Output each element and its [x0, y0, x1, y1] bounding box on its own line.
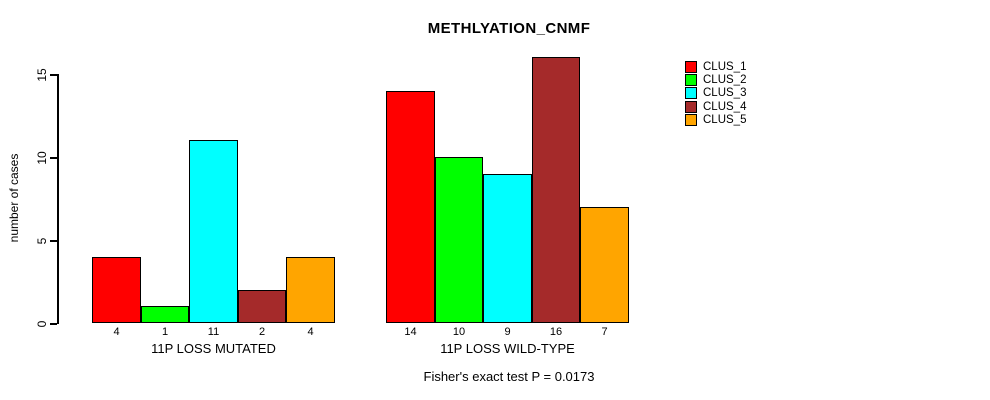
y-tick-mark	[50, 240, 57, 242]
bar-clus_3-group2	[483, 174, 532, 323]
y-axis-line	[57, 74, 59, 324]
y-tick-label: 15	[35, 68, 49, 82]
bar-value-label: 11	[207, 326, 220, 338]
y-axis-label: number of cases	[7, 153, 21, 243]
bar-clus_4-group2	[532, 57, 580, 323]
legend-item-clus_2: CLUS_2	[685, 73, 747, 87]
bar-clus_5-group1	[286, 257, 335, 323]
legend-swatch-clus_5	[685, 114, 697, 127]
x-group-label: 11P LOSS MUTATED	[151, 341, 276, 356]
legend-label: CLUS_1	[703, 60, 747, 73]
chart-title: METHLYATION_CNMF	[427, 20, 591, 37]
bar-clus_1-group2	[386, 91, 435, 323]
bar-value-label: 2	[258, 326, 266, 338]
legend-swatch-clus_2	[685, 74, 697, 87]
legend-item-clus_4: CLUS_4	[685, 100, 746, 113]
legend-swatch-clus_3	[685, 87, 697, 100]
legend-label: CLUS_5	[703, 114, 747, 127]
y-tick-mark	[50, 323, 57, 325]
bar-value-label: 9	[504, 326, 511, 338]
bar-value-label: 7	[601, 326, 608, 338]
bar-clus_4-group1	[238, 290, 286, 323]
bar-value-label: 14	[404, 326, 417, 338]
legend-label: CLUS_2	[703, 74, 747, 87]
bar-clus_3-group1	[189, 140, 238, 323]
y-tick-label: 0	[35, 320, 49, 328]
bar-clus_1-group1	[92, 257, 141, 323]
y-tick-mark	[50, 157, 57, 159]
legend-label: CLUS_4	[703, 100, 747, 113]
bar-clus_2-group1	[141, 306, 189, 323]
legend-label: CLUS_3	[703, 87, 747, 100]
bar-clus_5-group2	[580, 207, 629, 323]
bar-value-label: 4	[307, 326, 314, 338]
legend: CLUS_1 CLUS_2 CLUS_3 CLUS_4 CLUS_5	[685, 60, 746, 127]
bar-value-label: 1	[161, 326, 169, 338]
legend-item-clus_5: CLUS_5	[685, 114, 746, 127]
bar-value-label: 10	[452, 326, 466, 338]
y-tick-label: 5	[35, 237, 49, 245]
legend-swatch-clus_1	[685, 60, 697, 73]
legend-swatch-clus_4	[685, 100, 697, 113]
bar-clus_2-group2	[435, 157, 483, 323]
legend-item-clus_3: CLUS_3	[685, 87, 746, 100]
fisher-test-footnote: Fisher's exact test P = 0.0173	[423, 369, 595, 384]
y-tick-label: 10	[35, 151, 49, 165]
bar-value-label: 4	[113, 326, 120, 338]
legend-item-clus_1: CLUS_1	[685, 60, 746, 73]
bar-value-label: 16	[549, 326, 563, 338]
y-tick-mark	[50, 74, 57, 76]
x-group-label: 11P LOSS WILD-TYPE	[440, 341, 575, 356]
